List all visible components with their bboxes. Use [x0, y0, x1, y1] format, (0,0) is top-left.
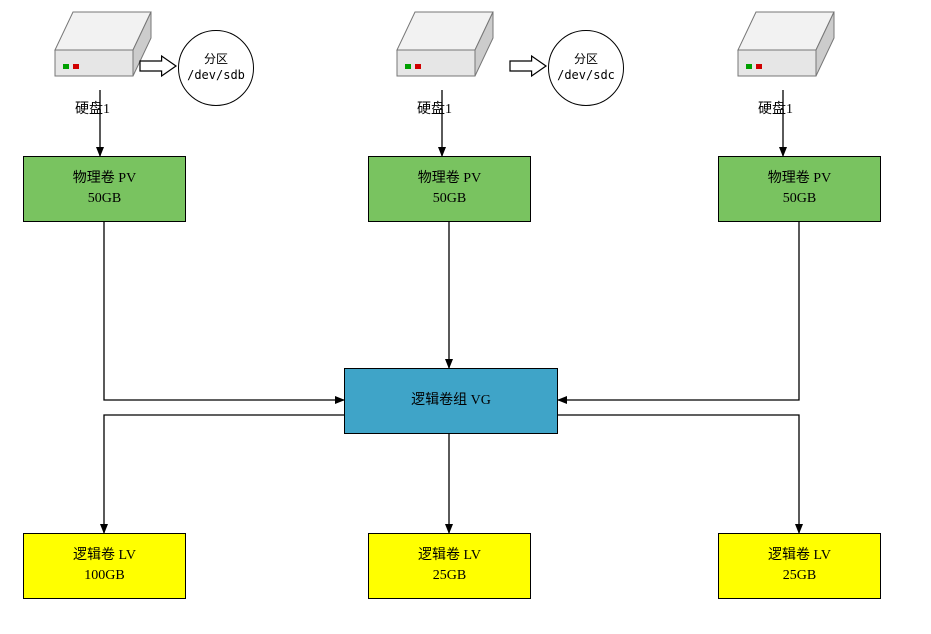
- hard-disk-icon: [55, 12, 151, 76]
- hard-disk-icon: [397, 12, 493, 76]
- partition-circle: 分区/dev/sdb: [178, 30, 254, 106]
- lv-box: 逻辑卷 LV100GB: [23, 533, 186, 599]
- connector-arrow: [558, 222, 799, 400]
- pv-box-line-0: 物理卷 PV: [73, 169, 136, 189]
- disk-label: 硬盘1: [417, 98, 452, 118]
- connector-arrow: [558, 415, 799, 533]
- partition-device-path: /dev/sdc: [557, 68, 615, 84]
- partition-circle: 分区/dev/sdc: [548, 30, 624, 106]
- partition-arrow-icon: [140, 56, 176, 76]
- pv-box-line-0: 物理卷 PV: [418, 169, 481, 189]
- disk-label: 硬盘1: [758, 98, 793, 118]
- pv-box: 物理卷 PV50GB: [368, 156, 531, 222]
- pv-box-line-1: 50GB: [88, 189, 121, 209]
- vg-box-line-0: 逻辑卷组 VG: [411, 391, 491, 411]
- partition-label: 分区: [574, 52, 598, 68]
- lv-box-line-0: 逻辑卷 LV: [418, 546, 481, 566]
- lv-box-line-1: 100GB: [84, 566, 124, 586]
- diagram-canvas: 硬盘1硬盘1硬盘1分区/dev/sdb分区/dev/sdc物理卷 PV50GB物…: [0, 0, 931, 634]
- disk-label: 硬盘1: [75, 98, 110, 118]
- pv-box-line-0: 物理卷 PV: [768, 169, 831, 189]
- lv-box: 逻辑卷 LV25GB: [718, 533, 881, 599]
- lv-box-line-1: 25GB: [783, 566, 816, 586]
- partition-device-path: /dev/sdb: [187, 68, 245, 84]
- connector-arrow: [104, 415, 344, 533]
- pv-box: 物理卷 PV50GB: [23, 156, 186, 222]
- connector-arrow: [104, 222, 344, 400]
- vg-box: 逻辑卷组 VG: [344, 368, 558, 434]
- pv-box-line-1: 50GB: [783, 189, 816, 209]
- hard-disk-icon: [738, 12, 834, 76]
- lv-box: 逻辑卷 LV25GB: [368, 533, 531, 599]
- lv-box-line-0: 逻辑卷 LV: [768, 546, 831, 566]
- lv-box-line-1: 25GB: [433, 566, 466, 586]
- pv-box-line-1: 50GB: [433, 189, 466, 209]
- partition-label: 分区: [204, 52, 228, 68]
- lv-box-line-0: 逻辑卷 LV: [73, 546, 136, 566]
- pv-box: 物理卷 PV50GB: [718, 156, 881, 222]
- partition-arrow-icon: [510, 56, 546, 76]
